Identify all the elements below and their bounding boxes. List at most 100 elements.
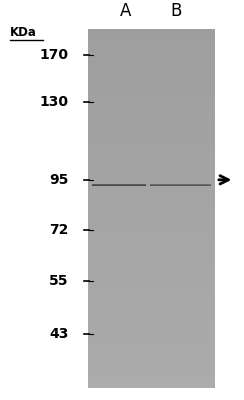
Bar bbox=[88, 382, 215, 388]
Bar bbox=[88, 77, 215, 84]
Bar bbox=[88, 71, 215, 78]
Bar bbox=[92, 185, 146, 186]
Text: 55: 55 bbox=[49, 274, 68, 288]
Bar bbox=[150, 184, 211, 185]
Bar bbox=[88, 274, 215, 281]
Bar bbox=[92, 185, 146, 186]
Bar bbox=[150, 184, 211, 185]
Bar bbox=[88, 53, 215, 60]
Bar bbox=[88, 95, 215, 102]
Bar bbox=[150, 184, 211, 185]
Bar bbox=[88, 220, 215, 227]
Bar bbox=[88, 334, 215, 340]
Bar bbox=[88, 125, 215, 131]
Bar bbox=[92, 184, 146, 185]
Bar bbox=[92, 184, 146, 185]
Bar bbox=[88, 47, 215, 54]
Bar bbox=[92, 185, 146, 186]
Bar bbox=[92, 185, 146, 186]
Bar bbox=[150, 185, 211, 186]
Bar bbox=[150, 184, 211, 185]
Bar bbox=[88, 352, 215, 358]
Bar bbox=[92, 184, 146, 185]
Text: 95: 95 bbox=[49, 173, 68, 187]
Text: 43: 43 bbox=[49, 327, 68, 341]
Bar bbox=[88, 376, 215, 382]
Bar bbox=[88, 107, 215, 114]
Bar bbox=[92, 184, 146, 185]
Bar bbox=[88, 142, 215, 149]
Bar bbox=[88, 298, 215, 305]
Bar bbox=[88, 101, 215, 108]
Bar bbox=[92, 184, 146, 185]
Bar bbox=[88, 202, 215, 209]
Text: 170: 170 bbox=[39, 48, 68, 62]
FancyBboxPatch shape bbox=[88, 30, 215, 388]
Bar bbox=[150, 184, 211, 185]
Bar bbox=[92, 184, 146, 185]
Bar bbox=[88, 196, 215, 203]
Bar bbox=[88, 322, 215, 328]
Bar bbox=[88, 154, 215, 161]
Text: 72: 72 bbox=[49, 224, 68, 238]
Bar bbox=[92, 184, 146, 185]
Bar bbox=[92, 185, 146, 186]
Bar bbox=[92, 184, 146, 185]
Bar bbox=[88, 286, 215, 293]
Bar bbox=[88, 136, 215, 143]
Bar bbox=[150, 185, 211, 186]
Bar bbox=[92, 184, 146, 185]
Bar bbox=[150, 185, 211, 186]
Bar bbox=[92, 185, 146, 186]
Bar bbox=[88, 250, 215, 257]
Bar bbox=[88, 358, 215, 364]
Bar bbox=[88, 346, 215, 352]
Bar bbox=[88, 160, 215, 167]
Bar bbox=[88, 148, 215, 155]
Bar bbox=[92, 184, 146, 185]
Bar bbox=[88, 280, 215, 287]
Bar bbox=[150, 184, 211, 185]
Bar bbox=[92, 185, 146, 186]
Bar bbox=[88, 184, 215, 191]
Bar bbox=[92, 184, 146, 185]
Text: A: A bbox=[120, 2, 131, 20]
Bar bbox=[88, 214, 215, 221]
Bar bbox=[88, 41, 215, 48]
Bar bbox=[88, 172, 215, 179]
Bar bbox=[88, 113, 215, 120]
Bar bbox=[150, 184, 211, 185]
Bar bbox=[150, 185, 211, 186]
Bar bbox=[150, 184, 211, 185]
Bar bbox=[92, 185, 146, 186]
Bar bbox=[88, 119, 215, 125]
Bar bbox=[88, 238, 215, 245]
Bar bbox=[88, 35, 215, 42]
Bar bbox=[88, 304, 215, 311]
Bar bbox=[92, 185, 146, 186]
Bar bbox=[88, 29, 215, 36]
Bar bbox=[150, 184, 211, 185]
Bar bbox=[150, 184, 211, 185]
Bar bbox=[92, 184, 146, 185]
Bar bbox=[88, 59, 215, 66]
Bar bbox=[88, 166, 215, 173]
Bar bbox=[92, 184, 146, 185]
Bar bbox=[92, 185, 146, 186]
Bar bbox=[150, 185, 211, 186]
Text: B: B bbox=[170, 2, 181, 20]
Bar bbox=[92, 184, 146, 185]
Bar bbox=[150, 185, 211, 186]
Bar bbox=[92, 184, 146, 185]
Bar bbox=[150, 185, 211, 186]
Bar bbox=[88, 262, 215, 269]
Bar bbox=[88, 256, 215, 263]
Bar bbox=[88, 130, 215, 137]
Bar bbox=[88, 292, 215, 299]
Bar bbox=[88, 83, 215, 90]
Bar bbox=[150, 184, 211, 185]
Bar bbox=[92, 185, 146, 186]
Bar bbox=[88, 364, 215, 370]
Bar bbox=[92, 185, 146, 186]
Bar bbox=[88, 226, 215, 233]
